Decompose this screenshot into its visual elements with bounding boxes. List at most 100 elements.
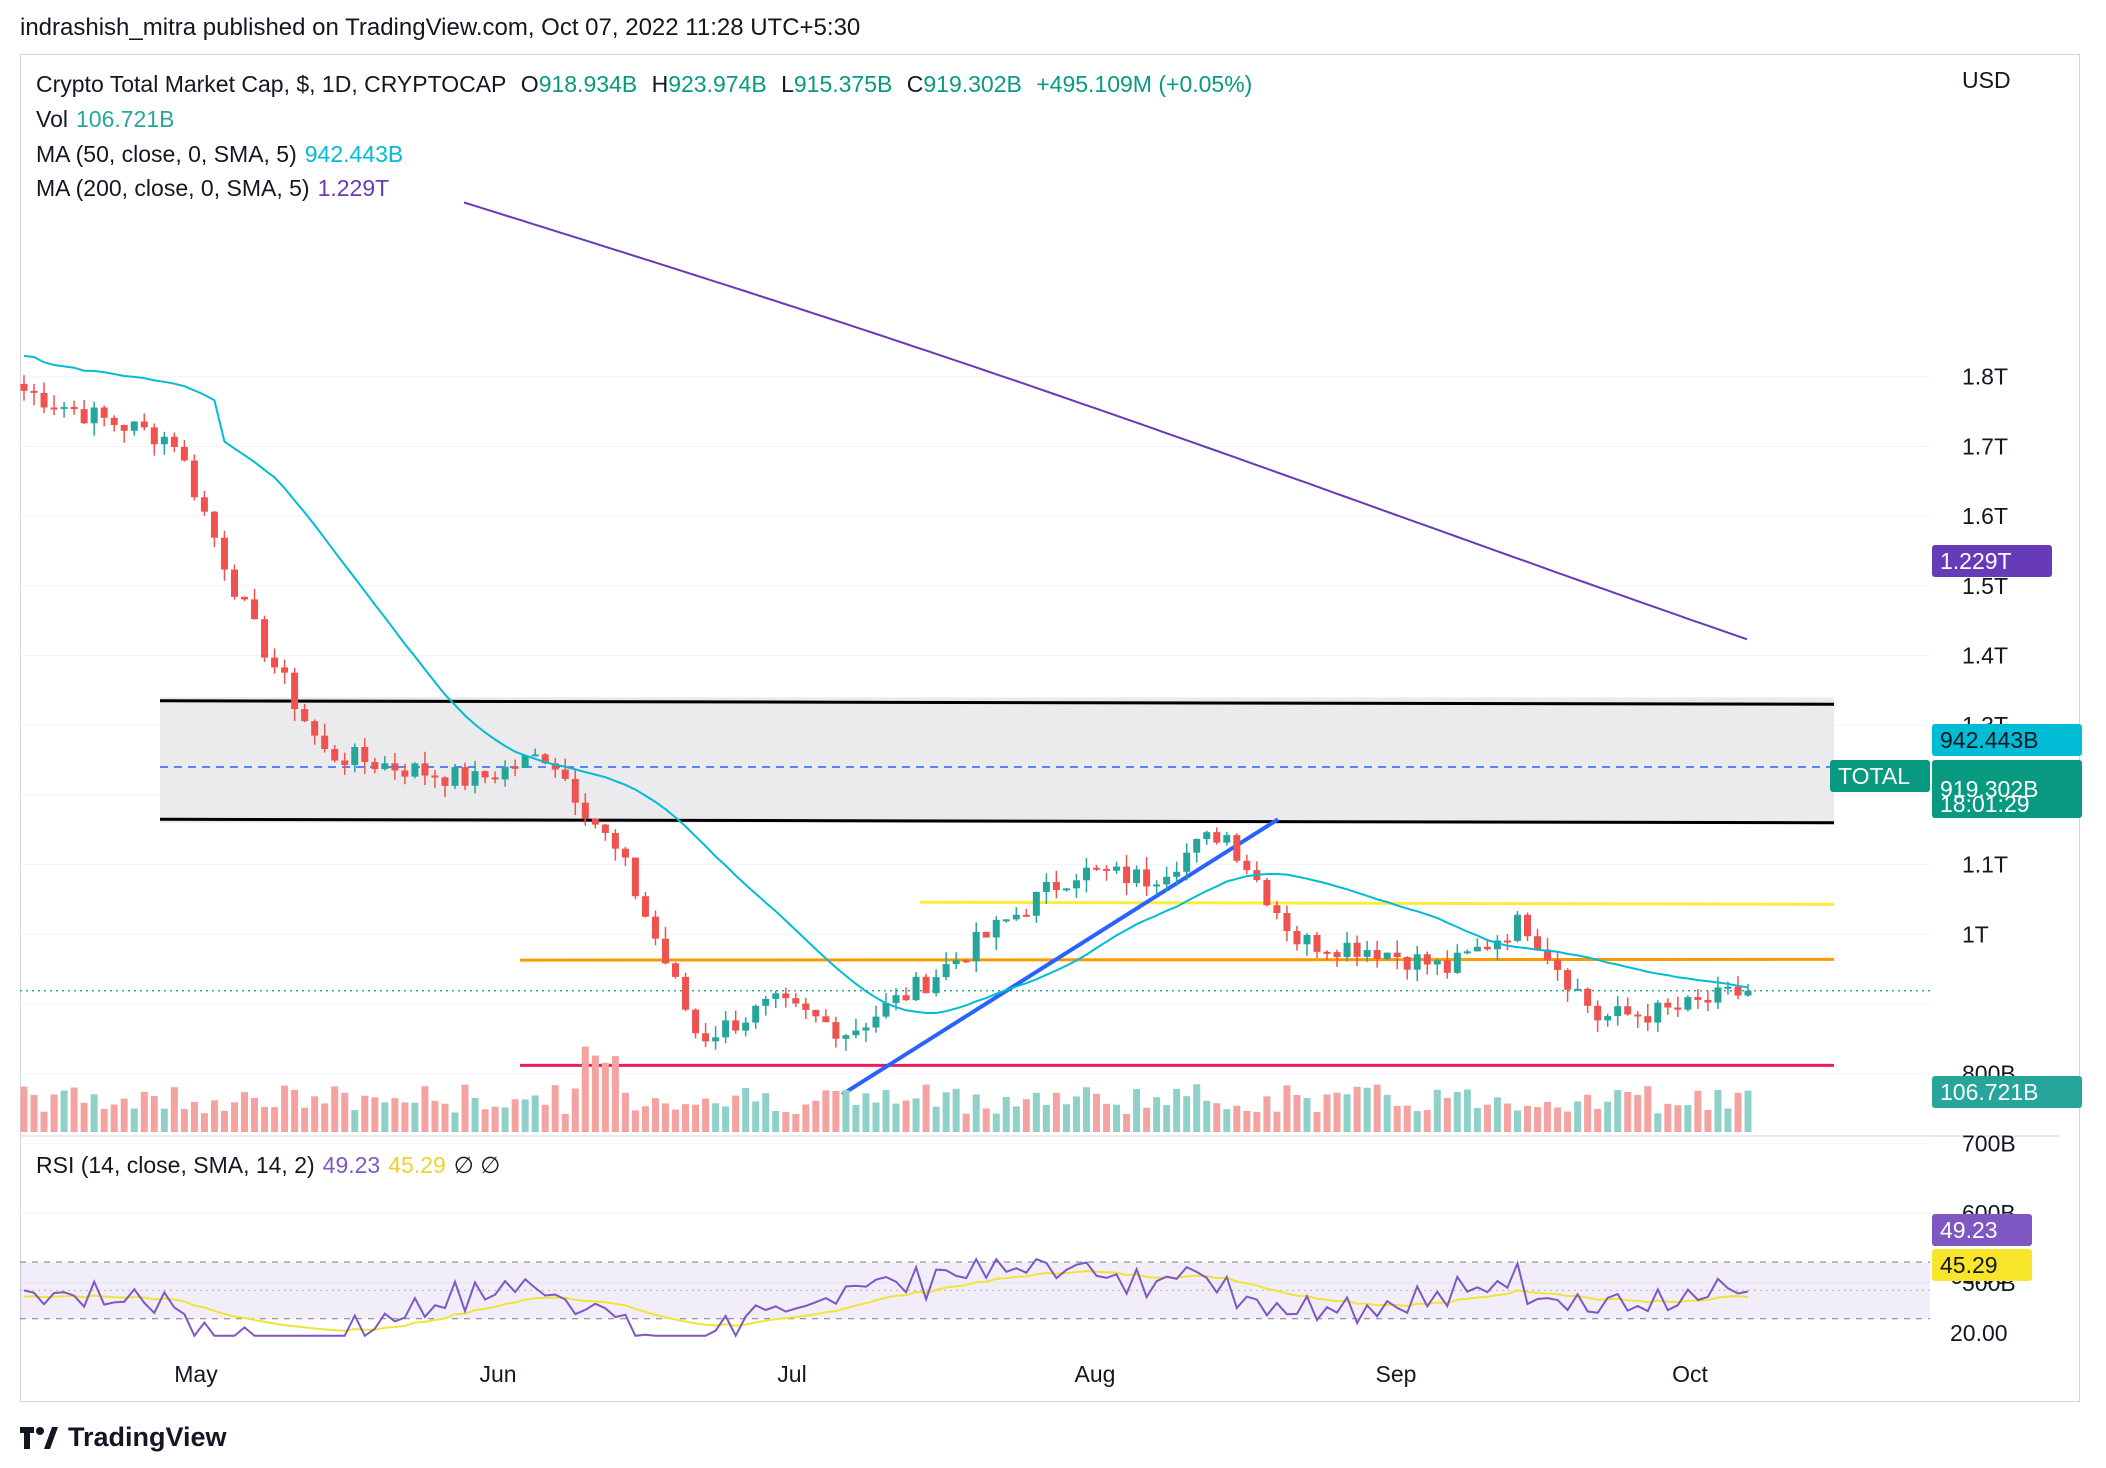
candle-body — [1403, 957, 1411, 970]
volume-bar — [852, 1104, 860, 1132]
badge-total: TOTAL — [1838, 763, 1910, 789]
volume-bar — [371, 1097, 379, 1132]
candle-body — [1534, 936, 1542, 950]
volume-bar — [872, 1102, 880, 1132]
volume-bar — [431, 1100, 439, 1132]
volume-bar — [1433, 1089, 1441, 1132]
volume-bar — [140, 1091, 148, 1132]
volume-bar — [1574, 1101, 1582, 1132]
volume-bar — [190, 1101, 198, 1132]
candle-body — [511, 766, 519, 769]
volume-bar — [220, 1110, 228, 1132]
volume-bar — [692, 1104, 700, 1132]
volume-bar — [842, 1090, 850, 1132]
candle-body — [1413, 954, 1421, 970]
badge-price: 919.302B — [1940, 776, 2038, 802]
candle-body — [852, 1030, 860, 1036]
change-value: +495.109M (+0.05%) — [1036, 71, 1253, 97]
candle-body — [551, 763, 559, 770]
candle-body — [732, 1020, 740, 1031]
candle-body — [1223, 835, 1231, 843]
badge-ma200-bg — [1932, 545, 2052, 577]
candle-body — [481, 771, 489, 778]
candle-body — [842, 1035, 850, 1039]
candle-body — [1283, 913, 1291, 931]
candle-body — [1263, 879, 1271, 906]
time-tick: Oct — [1672, 1361, 1708, 1387]
price-tick: 1.4T — [1962, 643, 2008, 669]
rsi-pane — [20, 1135, 2060, 1338]
candle-body — [230, 569, 238, 597]
candle-body — [932, 977, 940, 994]
trendline — [840, 817, 1280, 1097]
badge-volume: 106.721B — [1940, 1079, 2038, 1105]
candle-body — [1042, 882, 1050, 892]
candle-body — [1072, 880, 1080, 889]
volume-bar — [1163, 1105, 1171, 1132]
candle-body — [271, 657, 279, 668]
volume-bar — [391, 1098, 399, 1132]
volume-bar — [421, 1086, 429, 1132]
time-tick: May — [174, 1361, 218, 1387]
candle-body — [1684, 997, 1692, 1010]
candle-body — [1483, 946, 1491, 950]
volume-bar — [1584, 1094, 1592, 1132]
candle-body — [150, 427, 158, 445]
volume-bar — [1062, 1104, 1070, 1132]
volume-bar — [742, 1088, 750, 1132]
candle-body — [832, 1022, 840, 1039]
ma200-line — [463, 201, 1748, 641]
candle-body — [1433, 960, 1441, 965]
volume-bar — [1253, 1111, 1261, 1132]
candle-body — [872, 1016, 880, 1028]
candle-body — [1143, 869, 1151, 887]
volume-bar — [922, 1084, 930, 1132]
volume-bar — [621, 1092, 629, 1132]
candle-body — [501, 766, 509, 780]
candle-body — [70, 406, 78, 410]
volume-bar — [1113, 1104, 1121, 1132]
volume-bar — [110, 1104, 118, 1132]
volume-bar — [1644, 1086, 1652, 1132]
volume-bar — [982, 1108, 990, 1132]
vol-value: 106.721B — [75, 106, 175, 132]
candle-body — [1443, 960, 1451, 973]
candle-body — [351, 746, 359, 766]
volume-bar — [892, 1103, 900, 1132]
candle-body — [421, 763, 429, 776]
volume-bar — [1233, 1105, 1241, 1132]
volume-bar — [160, 1108, 168, 1132]
candle-body — [1123, 866, 1131, 884]
volume-bar — [581, 1046, 589, 1132]
candle-body — [682, 976, 690, 1010]
candle-body — [1554, 959, 1562, 970]
candle-body — [722, 1020, 730, 1038]
volume-bar — [200, 1113, 208, 1132]
candle-body — [431, 775, 439, 778]
rsi-line — [23, 1257, 1749, 1338]
badge-rsi-ma-bg — [1932, 1249, 2032, 1281]
volume-bar — [882, 1090, 890, 1132]
candle-body — [1393, 952, 1401, 958]
candle-body — [1724, 986, 1732, 989]
tradingview-logo[interactable]: TradingView — [20, 1422, 227, 1453]
volume-bar — [461, 1084, 469, 1132]
volume-bar — [972, 1094, 980, 1132]
candle-body — [601, 824, 609, 833]
volume-bar — [1654, 1113, 1662, 1132]
ma200-value: 1.229T — [317, 175, 390, 201]
legend-symbol-line: Crypto Total Market Cap, $, 1D, CRYPTOCA… — [36, 71, 1260, 98]
volume-bar — [1664, 1103, 1672, 1132]
volume-bars — [20, 1046, 1752, 1132]
volume-bar — [451, 1112, 459, 1132]
volume-bar — [1263, 1096, 1271, 1132]
volume-bar — [1513, 1110, 1521, 1132]
legend-volume: Vol 106.721B — [36, 106, 182, 133]
volume-bar — [1203, 1100, 1211, 1132]
volume-bar — [1333, 1092, 1341, 1132]
candle-body — [50, 407, 58, 410]
rsi-label: RSI (14, close, SMA, 14, 2) — [36, 1152, 315, 1178]
candle-body — [1153, 884, 1161, 887]
candle-body — [772, 993, 780, 999]
